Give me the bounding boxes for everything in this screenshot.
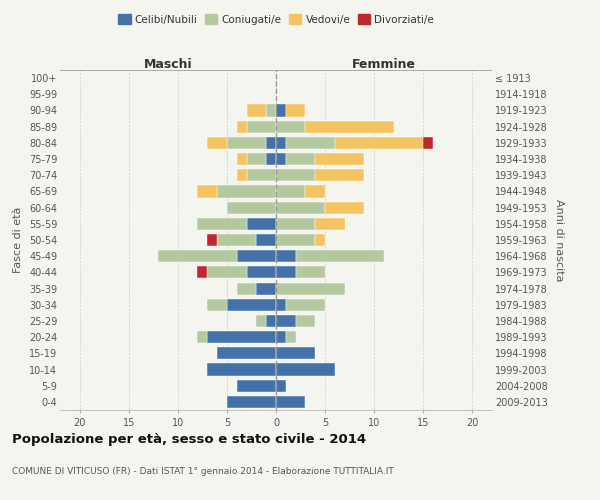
Bar xyxy=(256,282,276,294)
Bar xyxy=(197,186,217,198)
Bar xyxy=(296,315,315,327)
Bar xyxy=(207,137,227,149)
Bar xyxy=(207,364,276,376)
Bar xyxy=(227,202,276,213)
Bar xyxy=(256,315,266,327)
Bar xyxy=(276,266,296,278)
Bar xyxy=(305,120,394,132)
Bar xyxy=(237,120,247,132)
Y-axis label: Anni di nascita: Anni di nascita xyxy=(554,198,564,281)
Bar xyxy=(197,266,207,278)
Bar xyxy=(266,137,276,149)
Bar xyxy=(286,137,335,149)
Bar xyxy=(266,104,276,117)
Bar xyxy=(276,186,305,198)
Bar xyxy=(423,137,433,149)
Bar xyxy=(217,234,256,246)
Bar xyxy=(286,331,296,343)
Bar xyxy=(276,364,335,376)
Text: Popolazione per età, sesso e stato civile - 2014: Popolazione per età, sesso e stato civil… xyxy=(12,432,366,446)
Bar xyxy=(335,137,423,149)
Text: Maschi: Maschi xyxy=(143,58,193,71)
Bar xyxy=(207,331,276,343)
Bar xyxy=(227,298,276,311)
Bar xyxy=(276,315,296,327)
Bar xyxy=(207,234,217,246)
Bar xyxy=(276,396,305,408)
Bar xyxy=(197,218,247,230)
Bar xyxy=(207,266,247,278)
Bar xyxy=(286,153,315,165)
Bar xyxy=(276,218,315,230)
Bar xyxy=(237,153,247,165)
Bar xyxy=(276,348,315,360)
Bar xyxy=(276,380,286,392)
Bar xyxy=(197,331,207,343)
Bar xyxy=(237,380,276,392)
Bar xyxy=(247,153,266,165)
Bar xyxy=(286,104,305,117)
Bar xyxy=(217,348,276,360)
Bar xyxy=(217,186,276,198)
Bar xyxy=(276,282,345,294)
Text: COMUNE DI VITICUSO (FR) - Dati ISTAT 1° gennaio 2014 - Elaborazione TUTTITALIA.I: COMUNE DI VITICUSO (FR) - Dati ISTAT 1° … xyxy=(12,468,394,476)
Bar xyxy=(247,266,276,278)
Y-axis label: Fasce di età: Fasce di età xyxy=(13,207,23,273)
Bar xyxy=(315,153,364,165)
Bar xyxy=(207,298,227,311)
Bar xyxy=(276,120,305,132)
Bar xyxy=(227,137,266,149)
Bar xyxy=(315,218,345,230)
Bar xyxy=(247,169,276,181)
Bar xyxy=(305,186,325,198)
Bar xyxy=(276,250,296,262)
Bar xyxy=(247,120,276,132)
Bar xyxy=(237,250,276,262)
Bar xyxy=(237,282,256,294)
Bar xyxy=(296,250,384,262)
Bar xyxy=(276,137,286,149)
Bar xyxy=(315,169,364,181)
Bar xyxy=(247,104,266,117)
Legend: Celibi/Nubili, Coniugati/e, Vedovi/e, Divorziati/e: Celibi/Nubili, Coniugati/e, Vedovi/e, Di… xyxy=(114,10,438,29)
Bar xyxy=(315,234,325,246)
Bar xyxy=(276,234,315,246)
Bar xyxy=(158,250,237,262)
Text: Femmine: Femmine xyxy=(352,58,416,71)
Bar xyxy=(276,202,325,213)
Bar xyxy=(276,331,286,343)
Bar xyxy=(237,169,247,181)
Bar xyxy=(276,153,286,165)
Bar xyxy=(276,104,286,117)
Bar xyxy=(227,396,276,408)
Bar xyxy=(256,234,276,246)
Bar xyxy=(325,202,364,213)
Bar xyxy=(247,218,276,230)
Bar xyxy=(296,266,325,278)
Bar xyxy=(276,298,286,311)
Bar xyxy=(266,153,276,165)
Bar xyxy=(286,298,325,311)
Bar xyxy=(266,315,276,327)
Bar xyxy=(276,169,315,181)
